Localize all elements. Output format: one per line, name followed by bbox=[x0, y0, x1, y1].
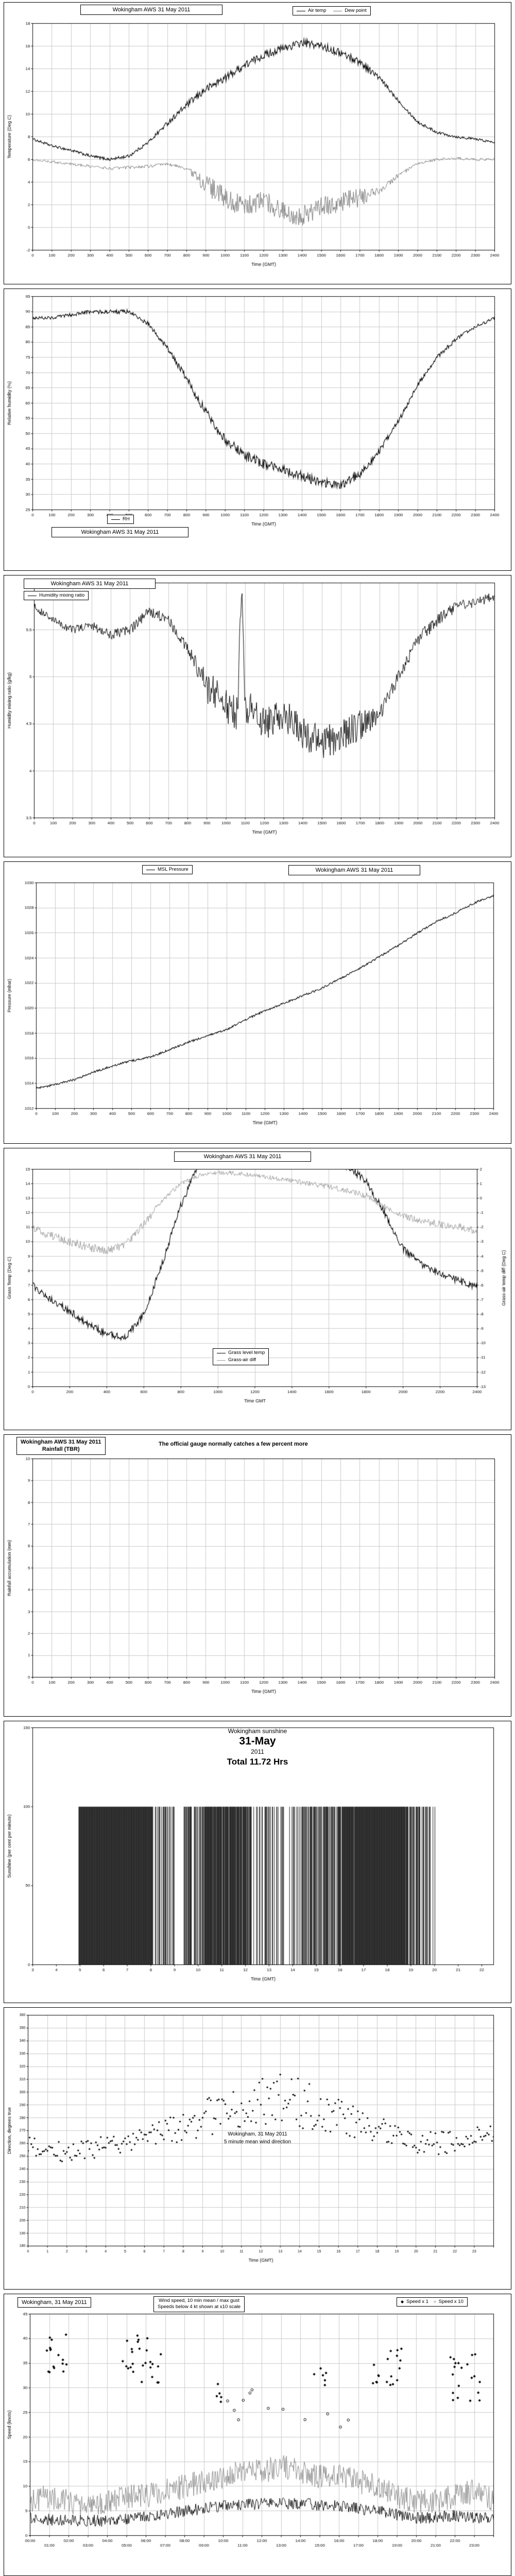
panel-pressure: MSL Pressure Wokingham AWS 31 May 2011 bbox=[4, 861, 511, 1144]
legend-label: MSL Pressure bbox=[158, 867, 188, 872]
wind-speed-note: Wind speed, 10 min mean / max gust Speed… bbox=[153, 2296, 245, 2312]
panel-grass-temp: Wokingham AWS 31 May 2011 Grass level te… bbox=[4, 1148, 511, 1430]
legend-item-grass-air-diff: Grass-air diff bbox=[217, 1357, 256, 1363]
legend-label: Speed x 10 bbox=[438, 2299, 464, 2304]
panel-rainfall: Wokingham AWS 31 May 2011 Rainfall (TBR)… bbox=[4, 1434, 511, 1717]
rainfall-chart-canvas bbox=[4, 1435, 510, 1715]
diamond-marker-icon: ◆ bbox=[401, 2299, 404, 2304]
legend-item-dew-point: Dew point bbox=[333, 8, 367, 14]
panel-sunshine: Wokingham sunshine 31-May 2011 Total 11.… bbox=[4, 1721, 511, 2003]
legend-item-pressure: MSL Pressure bbox=[146, 867, 188, 873]
annotation-line2: 5 minute mean wind direction bbox=[224, 2139, 291, 2145]
chart-legend: MSL Pressure bbox=[142, 865, 193, 875]
circle-marker-icon: ○ bbox=[433, 2299, 436, 2304]
panel-relative-humidity: RH Wokingham AWS 31 May 2011 bbox=[4, 289, 511, 571]
legend-label: Grass level temp bbox=[228, 1350, 265, 1355]
chart-title: Wokingham AWS 31 May 2011 Rainfall (TBR) bbox=[16, 1437, 106, 1455]
note-line2: Speeds below 4 kt shown at x10 scale bbox=[158, 2304, 241, 2310]
sunshine-chart-canvas bbox=[4, 1721, 510, 2002]
panel-wind-speed: Wokingham, 31 May 2011 Wind speed, 10 mi… bbox=[4, 2294, 511, 2576]
annotation-line1: Wokingham, 31 May 2011 bbox=[228, 2131, 287, 2137]
sunshine-date: 31-May bbox=[239, 1735, 276, 1747]
rainfall-note: The official gauge normally catches a fe… bbox=[159, 1441, 308, 1447]
legend-item-speed-x1: ◆ Speed x 1 bbox=[401, 2299, 428, 2305]
sunshine-year: 2011 bbox=[251, 1748, 264, 1755]
legend-item-grass-temp: Grass level temp bbox=[217, 1350, 265, 1356]
legend-label: Air temp bbox=[308, 8, 327, 13]
chart-title: Wokingham, 31 May 2011 bbox=[18, 2297, 91, 2308]
humidity-chart-canvas bbox=[4, 289, 510, 569]
legend-label: Speed x 1 bbox=[406, 2299, 428, 2304]
chart-legend: Grass level temp Grass-air diff bbox=[213, 1348, 269, 1365]
grass-air-diff-line-swatch bbox=[217, 1360, 226, 1361]
chart-title: Wokingham AWS 31 May 2011 bbox=[52, 527, 188, 538]
legend-item-rh: RH bbox=[111, 516, 130, 522]
legend-item-mixing-ratio: Humidity mixing ratio bbox=[28, 592, 84, 599]
panel-temperature: Wokingham AWS 31 May 2011 Air temp Dew p… bbox=[4, 2, 511, 284]
pressure-chart-canvas bbox=[4, 862, 510, 1142]
mixing-ratio-chart-canvas bbox=[4, 575, 510, 856]
temperature-chart-canvas bbox=[4, 3, 510, 283]
sunshine-heading: Wokingham sunshine 31-May 2011 Total 11.… bbox=[4, 1727, 511, 1767]
legend-label: Dew point bbox=[345, 8, 367, 13]
chart-title-line1: Wokingham AWS 31 May 2011 bbox=[21, 1439, 101, 1445]
note-line1: Wind speed, 10 min mean / max gust bbox=[159, 2298, 239, 2303]
chart-legend: Humidity mixing ratio bbox=[24, 591, 89, 601]
chart-legend: Air temp Dew point bbox=[293, 6, 371, 16]
chart-title-line2: Rainfall (TBR) bbox=[42, 1446, 80, 1453]
sunshine-total-hours: Total 11.72 Hrs bbox=[227, 1757, 288, 1767]
chart-title: Wokingham AWS 31 May 2011 bbox=[174, 1151, 311, 1162]
chart-title: Wokingham AWS 31 May 2011 bbox=[288, 865, 420, 876]
wind-speed-chart-canvas bbox=[4, 2294, 510, 2574]
chart-legend: RH bbox=[107, 515, 134, 524]
chart-legend: ◆ Speed x 1 ○ Speed x 10 bbox=[397, 2297, 468, 2307]
chart-title: Wokingham AWS 31 May 2011 bbox=[24, 579, 156, 589]
chart-title: Wokingham AWS 31 May 2011 bbox=[80, 5, 222, 15]
legend-item-air-temp: Air temp bbox=[297, 8, 326, 14]
wind-direction-chart-canvas bbox=[4, 2008, 510, 2288]
legend-label: Grass-air diff bbox=[228, 1357, 256, 1363]
legend-label: Humidity mixing ratio bbox=[39, 592, 85, 598]
rh-line-swatch bbox=[111, 519, 120, 520]
legend-item-speed-x10: ○ Speed x 10 bbox=[434, 2299, 464, 2305]
grass-temp-chart-canvas bbox=[4, 1148, 510, 1429]
panel-wind-direction: Wokingham, 31 May 2011 5 minute mean win… bbox=[4, 2007, 511, 2290]
legend-label: RH bbox=[123, 516, 130, 522]
sunshine-heading-line1: Wokingham sunshine bbox=[228, 1727, 287, 1735]
wind-direction-annotation: Wokingham, 31 May 2011 5 minute mean win… bbox=[4, 2130, 511, 2146]
panel-mixing-ratio: Wokingham AWS 31 May 2011 Humidity mixin… bbox=[4, 575, 511, 857]
